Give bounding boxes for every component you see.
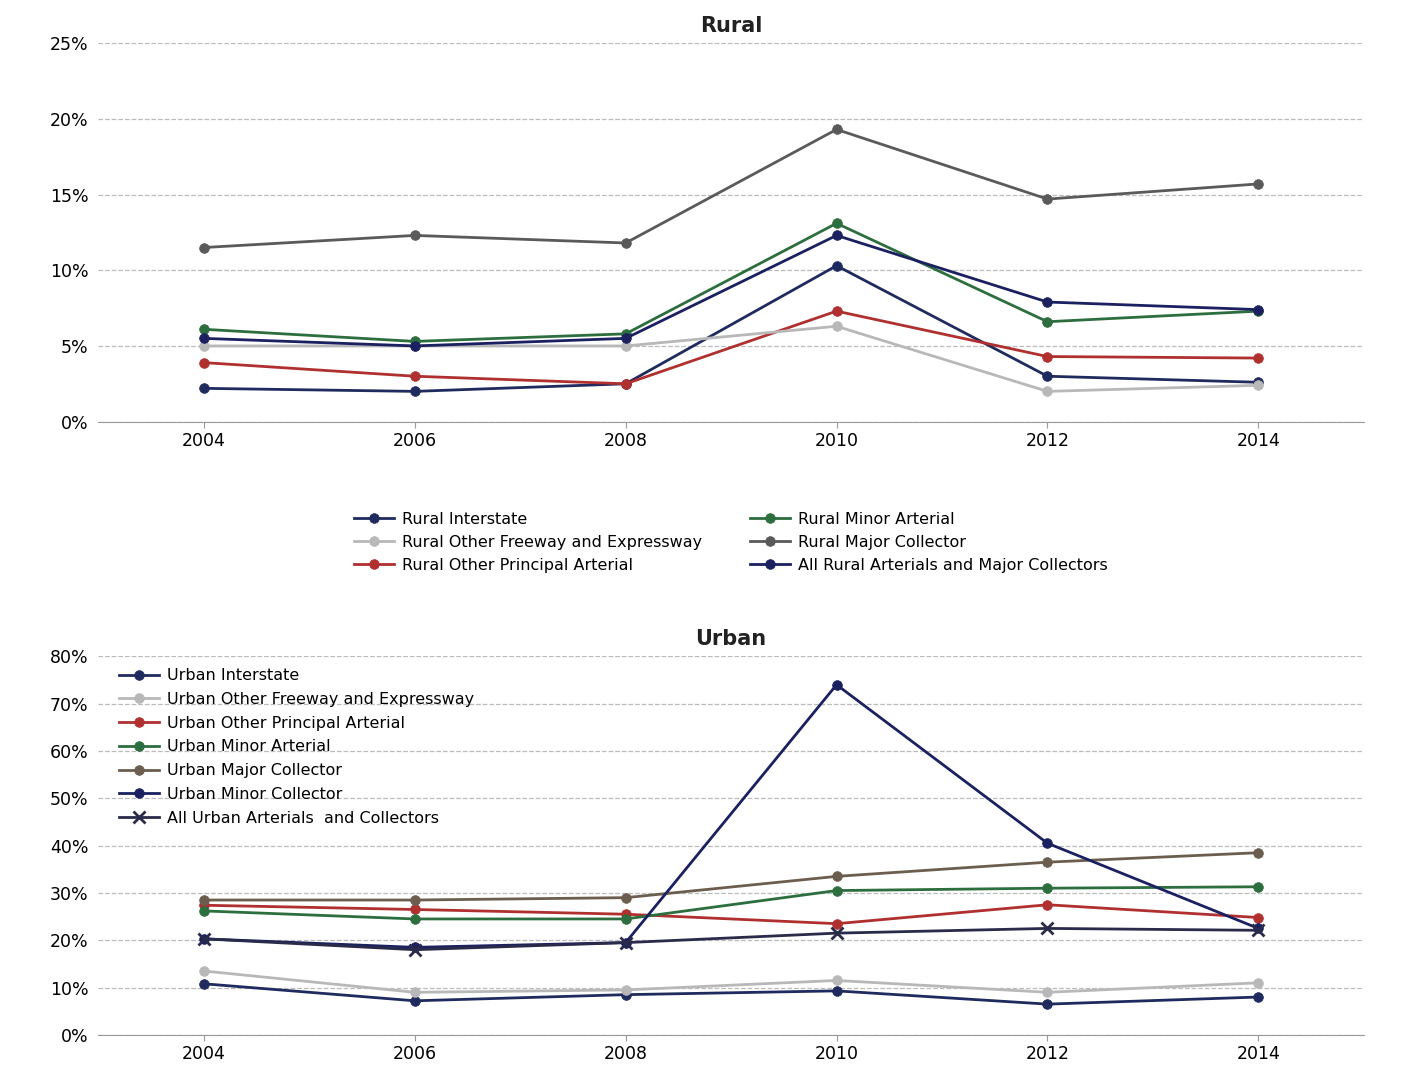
Rural Interstate — [195, 382, 212, 395]
All Urban Arterials  and Collectors — [195, 932, 212, 945]
Urban Other Freeway and Expressway — [1039, 985, 1056, 998]
Line: Rural Major Collector: Rural Major Collector — [200, 125, 1263, 252]
All Rural Arterials and Major Collectors — [1039, 295, 1056, 308]
Rural Minor Arterial — [195, 322, 212, 335]
Urban Major Collector — [828, 870, 845, 883]
Line: Rural Other Freeway and Expressway: Rural Other Freeway and Expressway — [200, 321, 1263, 397]
Line: All Rural Arterials and Major Collectors: All Rural Arterials and Major Collectors — [200, 231, 1263, 350]
Urban Minor Arterial — [406, 912, 423, 925]
Line: All Urban Arterials  and Collectors: All Urban Arterials and Collectors — [198, 922, 1264, 956]
Rural Other Freeway and Expressway — [1039, 385, 1056, 398]
Rural Interstate — [406, 385, 423, 398]
Urban Minor Collector — [1039, 837, 1056, 849]
Rural Minor Arterial — [617, 328, 634, 341]
Urban Interstate — [828, 984, 845, 997]
Urban Other Principal Arterial — [195, 899, 212, 912]
Urban Minor Collector — [828, 678, 845, 691]
Rural Major Collector — [1250, 178, 1267, 191]
Rural Major Collector — [617, 236, 634, 249]
Urban Other Freeway and Expressway — [406, 985, 423, 998]
All Urban Arterials  and Collectors — [1250, 924, 1267, 937]
Rural Other Freeway and Expressway — [828, 320, 845, 333]
Rural Other Principal Arterial — [1250, 351, 1267, 364]
Line: Urban Other Freeway and Expressway: Urban Other Freeway and Expressway — [200, 966, 1263, 997]
Urban Major Collector — [406, 894, 423, 907]
All Rural Arterials and Major Collectors — [828, 229, 845, 241]
Urban Interstate — [1039, 997, 1056, 1010]
Urban Other Freeway and Expressway — [195, 965, 212, 978]
Rural Other Freeway and Expressway — [1250, 378, 1267, 391]
Rural Other Principal Arterial — [1039, 350, 1056, 363]
All Rural Arterials and Major Collectors — [195, 332, 212, 345]
Urban Other Freeway and Expressway — [617, 983, 634, 996]
Line: Urban Major Collector: Urban Major Collector — [200, 848, 1263, 904]
All Rural Arterials and Major Collectors — [617, 332, 634, 345]
Urban Minor Collector — [195, 932, 212, 945]
Urban Minor Collector — [406, 941, 423, 954]
Urban Minor Arterial — [1250, 881, 1267, 894]
Rural Minor Arterial — [406, 335, 423, 348]
Rural Other Principal Arterial — [828, 305, 845, 318]
Urban Minor Arterial — [617, 912, 634, 925]
Rural Major Collector — [195, 241, 212, 254]
Line: Urban Interstate: Urban Interstate — [200, 979, 1263, 1009]
Line: Urban Other Principal Arterial: Urban Other Principal Arterial — [200, 900, 1263, 928]
Rural Minor Arterial — [1250, 305, 1267, 318]
Line: Rural Minor Arterial: Rural Minor Arterial — [200, 219, 1263, 346]
All Urban Arterials  and Collectors — [617, 936, 634, 949]
All Urban Arterials  and Collectors — [1039, 922, 1056, 935]
Urban Other Freeway and Expressway — [828, 975, 845, 987]
Urban Major Collector — [195, 894, 212, 907]
Urban Minor Arterial — [195, 904, 212, 917]
Rural Interstate — [617, 377, 634, 390]
Rural Interstate — [1250, 376, 1267, 389]
Legend: Urban Interstate, Urban Other Freeway and Expressway, Urban Other Principal Arte: Urban Interstate, Urban Other Freeway an… — [120, 668, 474, 826]
Urban Other Principal Arterial — [1250, 911, 1267, 924]
Title: Urban: Urban — [696, 630, 766, 649]
Rural Interstate — [1039, 370, 1056, 383]
Urban Minor Collector — [617, 936, 634, 949]
Line: Rural Interstate: Rural Interstate — [200, 261, 1263, 397]
Title: Rural: Rural — [700, 16, 762, 36]
Legend: Rural Interstate, Rural Other Freeway and Expressway, Rural Other Principal Arte: Rural Interstate, Rural Other Freeway an… — [354, 512, 1108, 572]
Urban Major Collector — [1250, 846, 1267, 859]
Urban Other Principal Arterial — [406, 903, 423, 916]
All Urban Arterials  and Collectors — [406, 943, 423, 956]
Rural Other Freeway and Expressway — [617, 340, 634, 353]
Rural Major Collector — [406, 229, 423, 241]
Line: Rural Other Principal Arterial: Rural Other Principal Arterial — [200, 306, 1263, 389]
Rural Other Principal Arterial — [617, 377, 634, 390]
Urban Other Principal Arterial — [617, 908, 634, 921]
Rural Major Collector — [1039, 193, 1056, 206]
All Urban Arterials  and Collectors — [828, 927, 845, 940]
All Rural Arterials and Major Collectors — [406, 340, 423, 353]
Urban Interstate — [1250, 991, 1267, 1004]
Line: Urban Minor Collector: Urban Minor Collector — [200, 680, 1263, 952]
Rural Other Freeway and Expressway — [195, 340, 212, 353]
Rural Interstate — [828, 259, 845, 272]
All Rural Arterials and Major Collectors — [1250, 303, 1267, 316]
Rural Other Principal Arterial — [406, 370, 423, 383]
Rural Major Collector — [828, 123, 845, 136]
Urban Minor Arterial — [828, 884, 845, 897]
Urban Other Freeway and Expressway — [1250, 977, 1267, 990]
Urban Major Collector — [1039, 856, 1056, 869]
Urban Interstate — [617, 989, 634, 1001]
Urban Major Collector — [617, 892, 634, 904]
Urban Minor Arterial — [1039, 882, 1056, 895]
Urban Other Principal Arterial — [828, 917, 845, 930]
Rural Other Freeway and Expressway — [406, 340, 423, 353]
Urban Interstate — [406, 994, 423, 1007]
Urban Other Principal Arterial — [1039, 898, 1056, 911]
Urban Minor Collector — [1250, 922, 1267, 935]
Rural Minor Arterial — [1039, 315, 1056, 328]
Urban Interstate — [195, 978, 212, 991]
Line: Urban Minor Arterial: Urban Minor Arterial — [200, 882, 1263, 924]
Rural Other Principal Arterial — [195, 356, 212, 369]
Rural Minor Arterial — [828, 217, 845, 230]
